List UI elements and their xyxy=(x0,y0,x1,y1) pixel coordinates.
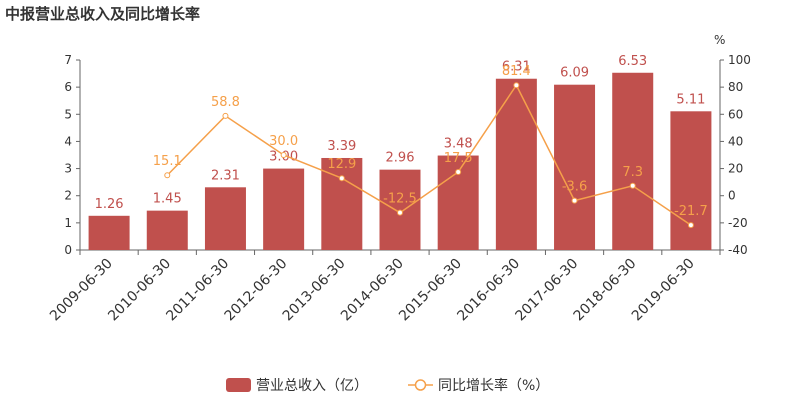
legend-label-revenue: 营业总收入（亿） xyxy=(256,378,368,394)
chart-title: 中报营业总收入及同比增长率 xyxy=(5,5,200,23)
revenue-bar-label: 2.96 xyxy=(386,151,415,166)
growth-rate-label: -12.5 xyxy=(383,192,417,207)
growth-rate-point xyxy=(280,152,287,158)
growth-rate-label: 17.5 xyxy=(444,151,473,166)
x-tick-label: 2019-06-30 xyxy=(629,256,698,325)
growth-rate-label: -21.7 xyxy=(674,204,708,219)
right-tick-label: 100 xyxy=(728,53,751,67)
revenue-bar xyxy=(495,78,537,250)
growth-rate-point xyxy=(687,222,694,229)
growth-rate-point xyxy=(222,112,229,119)
left-tick-label: 3 xyxy=(64,162,72,176)
revenue-bar-label: 1.26 xyxy=(95,197,124,212)
right-tick-label: 20 xyxy=(728,162,743,176)
bar-series: 1.261.452.313.003.392.963.486.316.096.53… xyxy=(88,54,712,250)
revenue-bar-label: 6.31 xyxy=(502,60,531,75)
left-tick-label: 5 xyxy=(64,107,72,121)
right-tick-label: 40 xyxy=(728,134,743,148)
left-tick-label: 4 xyxy=(64,134,72,148)
revenue-bar-label: 3.39 xyxy=(327,139,356,154)
right-tick-label: -20 xyxy=(728,216,748,230)
growth-rate-point xyxy=(338,175,345,182)
revenue-bar xyxy=(204,187,246,250)
revenue-bar-label: 1.45 xyxy=(153,192,182,207)
right-tick-label: 80 xyxy=(728,80,743,94)
legend-label-growth: 同比增长率（%） xyxy=(438,377,549,394)
growth-rate-label: 30.0 xyxy=(269,134,298,149)
right-tick-label: 60 xyxy=(728,107,743,121)
right-tick-label: -40 xyxy=(728,243,748,257)
revenue-bar xyxy=(554,84,596,250)
legend-swatch-growth-marker xyxy=(414,379,427,391)
growth-rate-label: 81.4 xyxy=(502,64,531,79)
legend: 营业总收入（亿） 同比增长率（%） xyxy=(226,377,549,394)
left-tick-label: 0 xyxy=(64,243,72,257)
growth-rate-series: 15.1 58.8 30.0 12.9 -12.5 17.5 81.4 -3.6 7.3 -21.… xyxy=(153,64,708,229)
revenue-bar-label: 2.31 xyxy=(211,168,240,183)
growth-rate-line xyxy=(166,83,692,226)
revenue-bar xyxy=(263,168,305,250)
left-tick-label: 7 xyxy=(64,53,72,67)
revenue-bar-label: 3.48 xyxy=(444,137,473,152)
legend-swatch-revenue xyxy=(226,378,251,392)
revenue-bar xyxy=(670,111,712,250)
growth-rate-label: 7.3 xyxy=(622,165,643,180)
revenue-bar xyxy=(146,210,188,250)
growth-rate-label: 58.8 xyxy=(211,95,240,110)
revenue-bar-label: 5.11 xyxy=(676,92,705,107)
right-axis-unit: % xyxy=(714,33,725,47)
growth-rate-point xyxy=(571,197,578,204)
left-tick-label: 1 xyxy=(64,216,72,230)
revenue-bar-label: 6.53 xyxy=(618,54,647,69)
growth-rate-point xyxy=(455,168,462,175)
left-tick-label: 6 xyxy=(64,80,72,94)
right-tick-label: 0 xyxy=(728,189,736,203)
revenue-bar xyxy=(612,72,654,250)
growth-rate-point xyxy=(629,182,636,189)
growth-rate-point xyxy=(164,172,171,179)
growth-rate-label: 15.1 xyxy=(153,154,182,169)
growth-rate-label: 12.9 xyxy=(327,157,356,172)
growth-rate-point xyxy=(513,82,520,89)
revenue-bar-label: 6.09 xyxy=(560,66,589,81)
growth-rate-label: -3.6 xyxy=(562,180,587,195)
left-tick-label: 2 xyxy=(64,189,72,203)
growth-rate-point xyxy=(397,209,403,216)
revenue-bar xyxy=(88,215,130,250)
